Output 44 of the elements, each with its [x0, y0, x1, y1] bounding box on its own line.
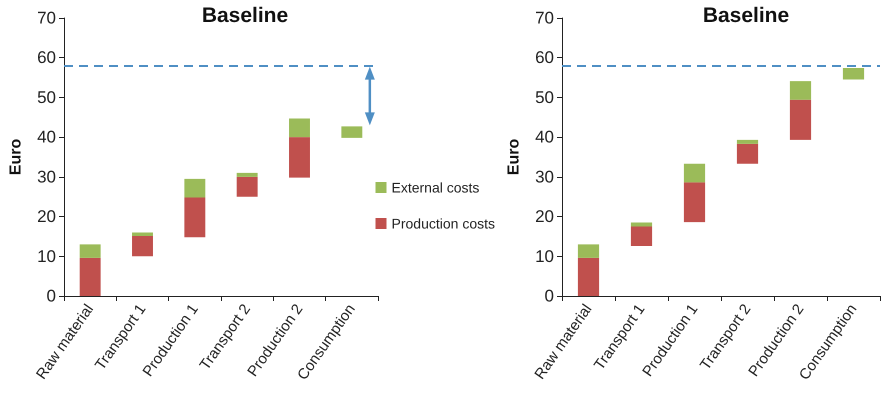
bar — [184, 178, 206, 198]
bar — [578, 258, 600, 296]
y-tick-label: 0 — [46, 286, 56, 306]
bar — [132, 232, 153, 236]
bar — [736, 144, 758, 164]
y-tick-label: 20 — [37, 207, 56, 226]
bar — [842, 68, 864, 80]
y-tick-label: 10 — [535, 246, 554, 266]
y-tick-label: 50 — [37, 88, 56, 107]
bar — [684, 164, 706, 182]
y-tick-label: 0 — [544, 286, 554, 306]
y-tick-label: 20 — [535, 207, 554, 226]
bar — [341, 126, 362, 138]
bar — [236, 172, 258, 177]
chart-title: Baseline — [702, 4, 790, 27]
y-tick-label: 30 — [535, 167, 554, 186]
bar — [790, 81, 812, 100]
y-tick-label: 60 — [37, 48, 56, 68]
bar — [80, 244, 101, 258]
bar — [132, 236, 153, 256]
bar — [80, 258, 101, 296]
bar — [736, 140, 758, 144]
bar — [630, 226, 652, 246]
bar — [684, 182, 706, 222]
y-tick-label: 10 — [37, 246, 56, 266]
y-tick-label: 60 — [535, 48, 554, 68]
bar — [236, 176, 258, 197]
legend-label: External costs — [392, 180, 480, 196]
chart-title: Baseline — [202, 4, 288, 27]
y-tick-label: 40 — [37, 128, 56, 147]
bar — [184, 198, 206, 238]
bar — [630, 222, 652, 226]
bar — [289, 137, 310, 178]
y-tick-label: 50 — [535, 88, 554, 107]
y-tick-label: 70 — [37, 8, 56, 28]
y-axis-title: Euro — [506, 138, 522, 176]
bar — [289, 118, 310, 138]
bar — [578, 244, 600, 258]
bar — [790, 100, 812, 140]
y-tick-label: 30 — [37, 167, 56, 186]
y-tick-label: 40 — [535, 128, 554, 147]
y-axis-title: Euro — [8, 138, 24, 176]
legend-label: Production costs — [392, 216, 496, 232]
y-tick-label: 70 — [535, 8, 554, 28]
